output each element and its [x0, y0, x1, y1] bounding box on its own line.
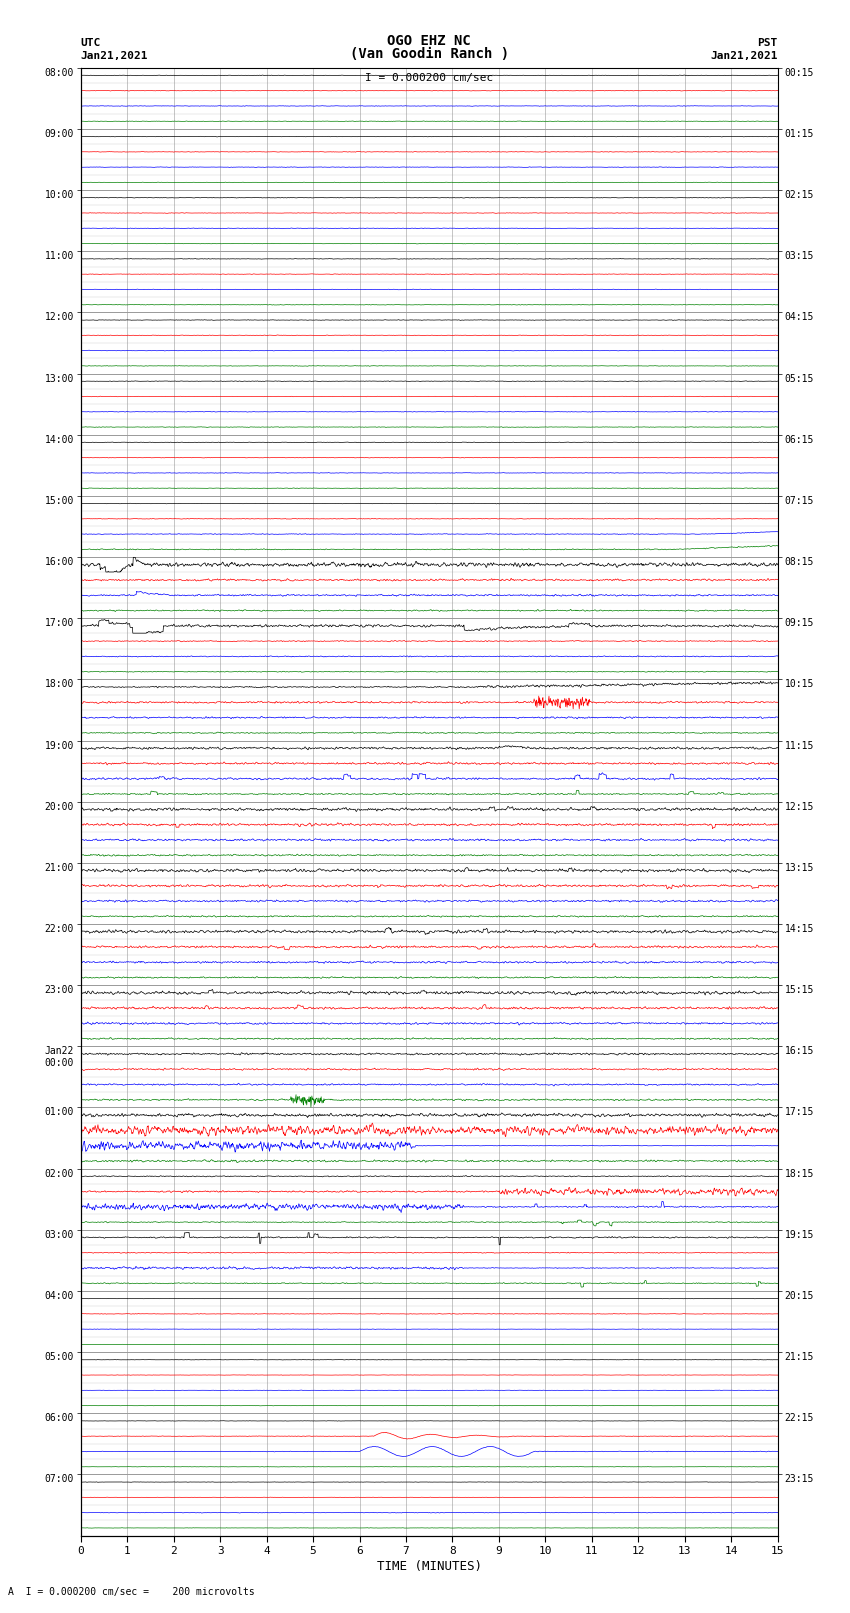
Text: A  I = 0.000200 cm/sec =    200 microvolts: A I = 0.000200 cm/sec = 200 microvolts	[8, 1587, 255, 1597]
Text: UTC: UTC	[81, 39, 101, 48]
Text: I = 0.000200 cm/sec: I = 0.000200 cm/sec	[366, 73, 493, 82]
Text: (Van Goodin Ranch ): (Van Goodin Ranch )	[349, 47, 509, 61]
Text: Jan21,2021: Jan21,2021	[81, 52, 148, 61]
X-axis label: TIME (MINUTES): TIME (MINUTES)	[377, 1560, 482, 1573]
Text: PST: PST	[757, 39, 778, 48]
Text: Jan21,2021: Jan21,2021	[711, 52, 778, 61]
Text: OGO EHZ NC: OGO EHZ NC	[388, 34, 471, 48]
